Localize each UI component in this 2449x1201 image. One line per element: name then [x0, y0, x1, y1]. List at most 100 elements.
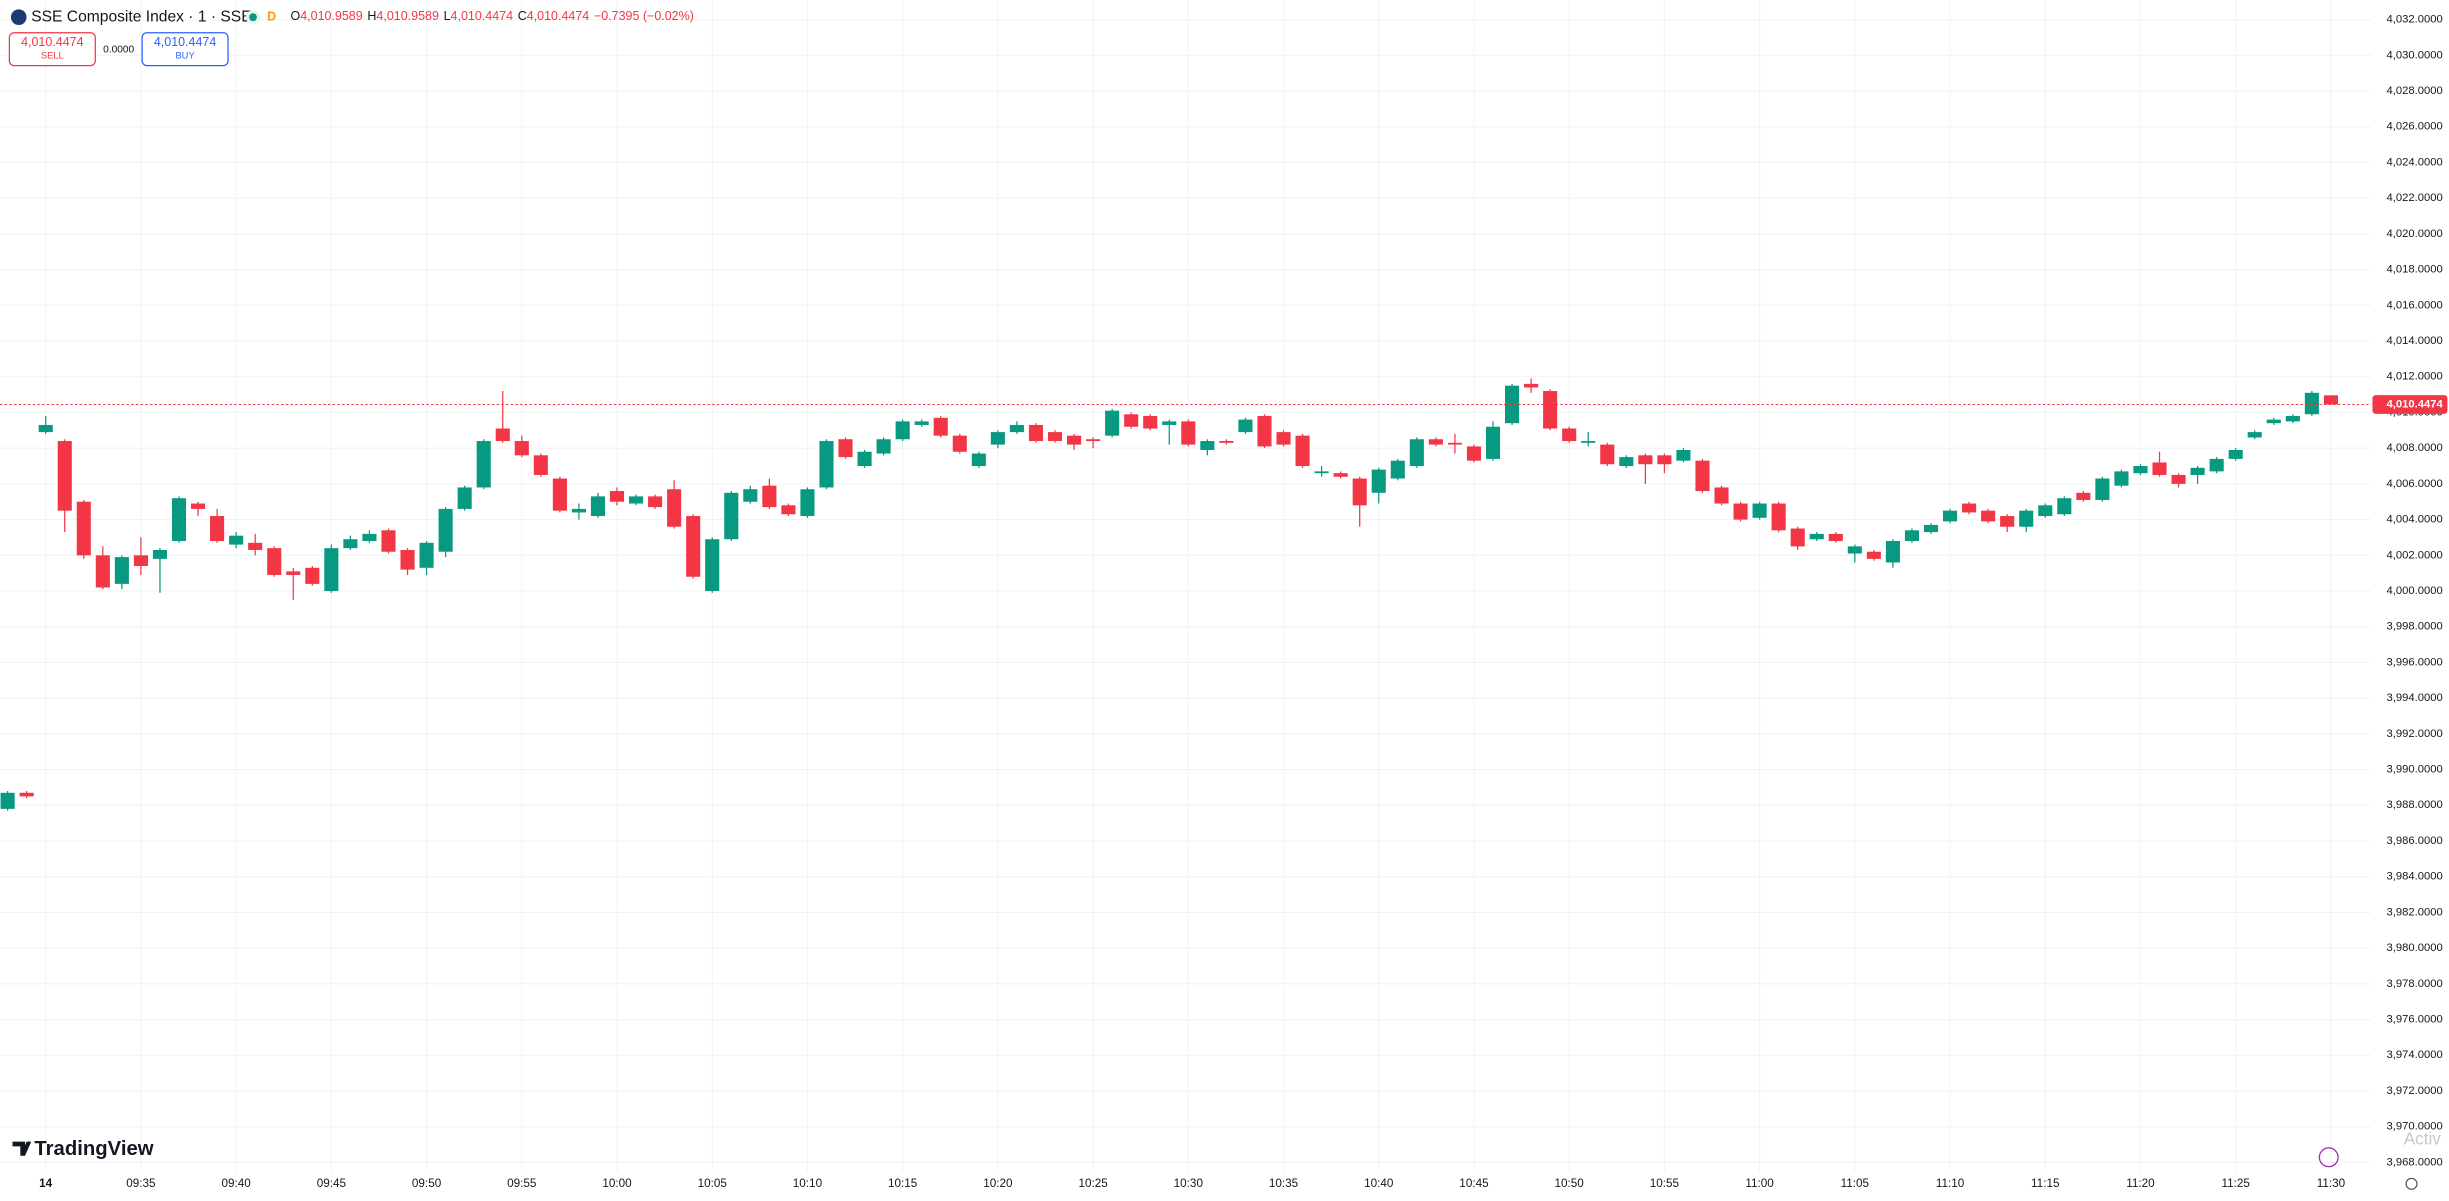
- candle-body: [1657, 455, 1672, 465]
- x-tick-label: 10:55: [1650, 1177, 1680, 1190]
- y-tick-label: 3,976.0000: [2387, 1014, 2443, 1026]
- candle-body: [1219, 441, 1234, 443]
- y-tick-label: 3,978.0000: [2387, 978, 2443, 990]
- candle-body: [1447, 442, 1462, 445]
- candle-body: [514, 441, 529, 456]
- candle-body: [876, 439, 891, 454]
- x-tick-label: 10:20: [983, 1177, 1013, 1190]
- candle-body: [286, 571, 301, 575]
- ohlc-key: O: [291, 9, 301, 23]
- y-tick-label: 3,994.0000: [2387, 692, 2443, 704]
- candle-body: [152, 549, 168, 559]
- symbol-title: SSE Composite Index · 1 · SSE: [31, 8, 251, 25]
- candle-body: [819, 441, 834, 488]
- candle-body: [1257, 416, 1272, 447]
- ohlc-value: 4,010.9589: [376, 9, 439, 23]
- trade-panel: 4,010.4474 SELL 0.0000 4,010.4474 BUY: [8, 32, 229, 67]
- candle-body: [1505, 385, 1520, 424]
- candle-body: [1162, 421, 1177, 425]
- buy-button[interactable]: [141, 32, 229, 67]
- candle-body: [1676, 449, 1691, 461]
- candle-body: [1314, 471, 1329, 474]
- candle-body: [1028, 424, 1044, 442]
- candle-body: [133, 555, 148, 567]
- x-tick-label: 09:45: [317, 1177, 347, 1190]
- candle-body: [971, 453, 986, 467]
- candle-body: [210, 516, 225, 542]
- x-tick-label: 10:10: [793, 1177, 823, 1190]
- candle-body: [1105, 410, 1120, 436]
- ohlc-key: H: [367, 9, 376, 23]
- candle-body: [1352, 478, 1367, 506]
- candle-body: [686, 516, 701, 577]
- candle-body: [533, 455, 548, 475]
- ohlc-legend: O4,010.9589 H4,010.9589 L4,010.4474 C4,010.…: [291, 9, 694, 23]
- candle-body: [2095, 478, 2110, 500]
- candle-body: [2247, 432, 2262, 438]
- y-tick-label: 3,982.0000: [2387, 906, 2443, 918]
- interval-badge: D: [267, 9, 276, 23]
- candle-body: [990, 432, 1005, 445]
- candle-body: [629, 496, 644, 504]
- candle-body: [229, 535, 244, 545]
- settings-icon[interactable]: [2405, 1177, 2418, 1190]
- candle-body: [2266, 419, 2281, 424]
- x-tick-label: 10:40: [1364, 1177, 1394, 1190]
- candle-body: [857, 451, 872, 467]
- candle-body: [1047, 432, 1063, 442]
- candle-body: [1390, 460, 1405, 479]
- candle-body: [1428, 439, 1443, 445]
- candle-body: [38, 424, 53, 433]
- candle-body: [1238, 419, 1253, 433]
- candle-body: [914, 421, 929, 425]
- candle-body: [2190, 467, 2205, 475]
- candle-body: [1981, 510, 1996, 522]
- sell-button[interactable]: [8, 32, 96, 67]
- candle-body: [2076, 492, 2091, 500]
- y-tick-label: 3,974.0000: [2387, 1049, 2443, 1061]
- candle-body: [95, 555, 110, 588]
- candle-body: [343, 539, 358, 549]
- candle-body: [1714, 487, 1729, 504]
- candle-body: [1333, 473, 1348, 477]
- candle-body: [2133, 466, 2148, 474]
- candle-body: [1181, 421, 1196, 445]
- candle-body: [1923, 524, 1939, 533]
- spread: 0.0000: [103, 45, 134, 56]
- y-tick-label: 4,000.0000: [2387, 585, 2443, 597]
- candle-body: [590, 496, 606, 517]
- x-tick-label: 11:10: [1936, 1177, 1965, 1190]
- candle-body: [1962, 503, 1977, 513]
- y-tick-label: 4,030.0000: [2387, 49, 2443, 61]
- candle-body: [305, 567, 320, 584]
- y-tick-label: 4,024.0000: [2387, 156, 2443, 168]
- y-tick-label: 3,972.0000: [2387, 1085, 2443, 1097]
- candle-body: [1067, 435, 1082, 445]
- watermark-text: TradingView: [34, 1138, 153, 1160]
- candle-body: [724, 492, 739, 540]
- y-tick-label: 4,014.0000: [2387, 335, 2443, 347]
- x-tick-label: 11:25: [2221, 1177, 2250, 1190]
- y-tick-label: 4,020.0000: [2387, 228, 2443, 240]
- candle-body: [2000, 516, 2015, 527]
- y-tick-label: 3,986.0000: [2387, 835, 2443, 847]
- candle-body: [362, 533, 377, 542]
- x-tick-label: 11:20: [2126, 1177, 2155, 1190]
- candle-body: [1847, 546, 1862, 554]
- candle-body: [1752, 503, 1767, 518]
- candle-body: [1600, 444, 1615, 465]
- x-tick-label: 09:50: [412, 1177, 442, 1190]
- candle-body: [952, 435, 967, 452]
- candle-body: [838, 439, 853, 458]
- alert-icon[interactable]: [2318, 1147, 2339, 1168]
- x-tick-label: 10:30: [1174, 1177, 1204, 1190]
- legend: SSE Composite Index · 1 · SSE D O 4,010.9…: [10, 8, 694, 25]
- candle-body: [933, 417, 948, 436]
- candle-body: [1295, 435, 1310, 467]
- candle-body: [1485, 426, 1501, 459]
- x-tick-label: 10:45: [1459, 1177, 1489, 1190]
- sell-price: 4,010.4474: [21, 35, 84, 49]
- candle-body: [2228, 449, 2243, 459]
